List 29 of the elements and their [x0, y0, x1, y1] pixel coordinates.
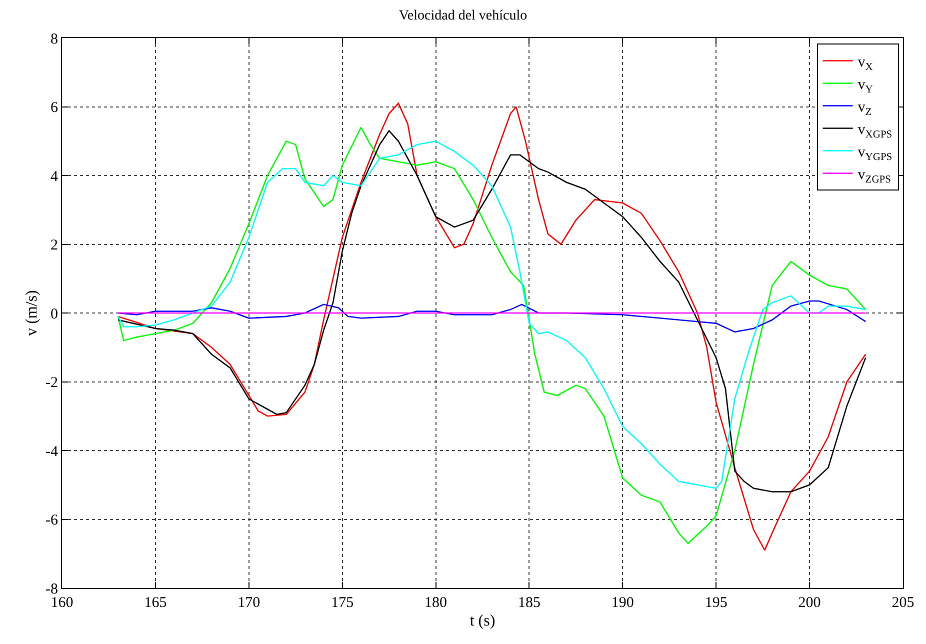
y-tick-label: 6 — [50, 100, 58, 116]
line-series — [117, 300, 866, 333]
y-tick-label: -8 — [46, 581, 58, 598]
x-tick-label: 165 — [144, 595, 167, 611]
y-tick-label: 2 — [50, 238, 58, 254]
y-tick-label: -6 — [46, 512, 58, 528]
x-tick-label: 195 — [704, 595, 728, 611]
legend-label: v$_{YGPS}$ — [858, 144, 892, 163]
legend-label: v$_{X}$ — [858, 54, 874, 73]
y-tick-label: 0 — [50, 306, 58, 322]
legend-label: v$_{Y}$ — [858, 77, 874, 96]
x-tick-label: 185 — [518, 595, 540, 611]
y-axis-title: v (m/s) — [23, 290, 40, 336]
legend-label: v$_{ZGPS}$ — [858, 167, 892, 186]
y-tick-label: -4 — [46, 444, 58, 460]
x-tick-label: 175 — [331, 595, 354, 611]
x-tick-label: 170 — [238, 595, 260, 611]
legend-label: v$_{Z}$ — [858, 100, 872, 118]
x-tick-label: 180 — [424, 595, 448, 611]
x-tick-label: 200 — [798, 595, 821, 611]
y-tick-label: -2 — [46, 375, 58, 391]
x-tick-label: 205 — [892, 595, 914, 611]
chart-title: Velocidad del vehículo — [398, 8, 528, 24]
x-axis-title: t (s) — [470, 612, 496, 630]
legend-label: v$_{XGPS}$ — [858, 122, 892, 140]
y-tick-label: 4 — [50, 168, 58, 185]
y-tick-label: 8 — [50, 31, 58, 48]
x-tick-label: 160 — [50, 595, 74, 611]
x-tick-label: 190 — [611, 595, 634, 611]
